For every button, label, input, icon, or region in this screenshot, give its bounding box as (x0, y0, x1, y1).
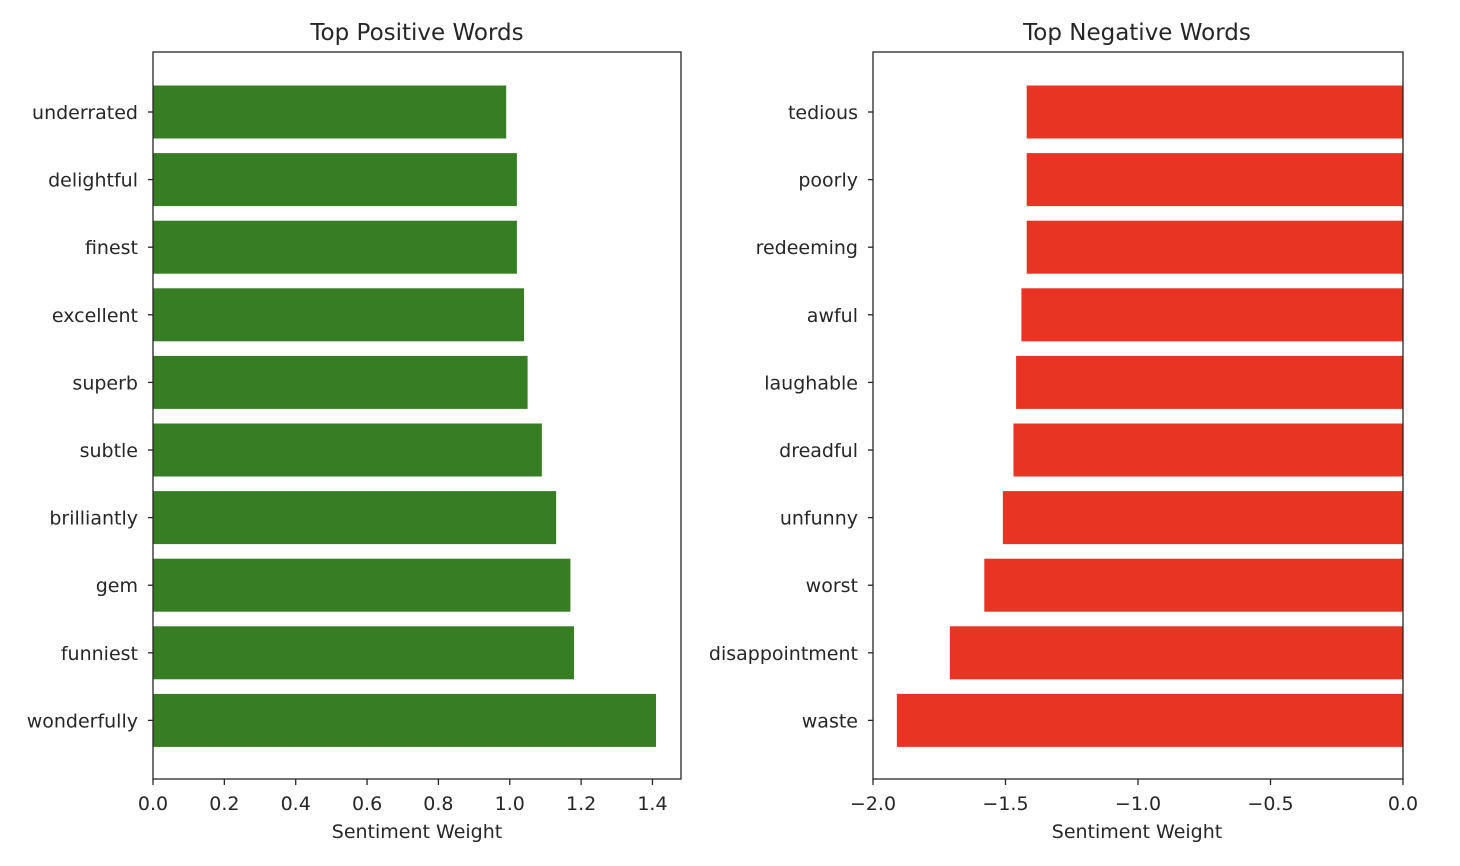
negative-y-tick-label: waste (802, 710, 858, 732)
negative-bar-disappointment (949, 626, 1403, 680)
positive-x-axis-label: Sentiment Weight (332, 821, 502, 843)
positive-x-tick-label: 0.4 (281, 793, 311, 815)
negative-x-axis-label: Sentiment Weight (1052, 821, 1222, 843)
negative-y-tick-label: laughable (764, 372, 858, 394)
negative-y-tick-label: redeeming (756, 237, 858, 259)
negative-y-tick-label: disappointment (709, 643, 858, 665)
positive-words-panel: Top Positive Words underrated delightful f… (27, 20, 682, 843)
positive-bar-brilliantly (153, 491, 557, 545)
negative-bar-worst (984, 558, 1403, 612)
positive-y-ticks: underrated delightful finest excellent super… (27, 102, 153, 732)
negative-bars (896, 85, 1403, 747)
negative-bar-dreadful (1013, 423, 1403, 477)
positive-x-tick-label: 0.0 (138, 793, 168, 815)
positive-bar-funniest (153, 626, 574, 680)
positive-y-tick-label: wonderfully (27, 710, 138, 732)
negative-y-tick-label: dreadful (779, 440, 858, 462)
negative-plot-frame (872, 51, 1404, 780)
positive-bar-wonderfully (153, 693, 657, 747)
positive-bar-gem (153, 558, 571, 612)
positive-bar-finest (153, 220, 517, 274)
negative-chart-title: Top Negative Words (1022, 20, 1251, 46)
positive-y-tick-label: finest (85, 237, 138, 259)
positive-x-tick-label: 0.2 (209, 793, 239, 815)
positive-bars (153, 85, 657, 747)
positive-x-tick-label: 0.8 (423, 793, 453, 815)
negative-bar-awful (1021, 288, 1403, 342)
positive-bar-superb (153, 355, 528, 409)
positive-x-tick-label: 1.4 (637, 793, 667, 815)
positive-y-tick-label: funniest (61, 643, 138, 665)
negative-bar-tedious (1026, 85, 1403, 139)
negative-x-tick-label: 0.0 (1388, 793, 1418, 815)
positive-bar-delightful (153, 153, 517, 207)
negative-bar-poorly (1026, 153, 1403, 207)
positive-chart-title: Top Positive Words (309, 20, 523, 46)
negative-bar-waste (896, 693, 1403, 747)
positive-x-tick-label: 1.0 (495, 793, 525, 815)
negative-bar-unfunny (1002, 491, 1403, 545)
positive-bar-subtle (153, 423, 542, 477)
negative-bar-redeeming (1026, 220, 1403, 274)
negative-y-tick-label: awful (807, 305, 858, 327)
positive-y-tick-label: brilliantly (49, 508, 138, 530)
positive-y-tick-label: delightful (48, 170, 138, 192)
negative-x-tick-label: −0.5 (1247, 793, 1293, 815)
positive-y-tick-label: subtle (80, 440, 138, 462)
positive-y-tick-label: gem (96, 575, 138, 597)
positive-y-tick-label: excellent (52, 305, 138, 327)
positive-bar-excellent (153, 288, 525, 342)
positive-bar-underrated (153, 85, 507, 139)
negative-y-tick-label: unfunny (780, 508, 858, 530)
negative-words-panel: Top Negative Words tedious poorly redeemin… (709, 20, 1418, 843)
positive-plot-frame (152, 51, 682, 780)
positive-x-tick-label: 0.6 (352, 793, 382, 815)
positive-y-tick-label: superb (72, 372, 138, 394)
negative-x-tick-label: −1.0 (1115, 793, 1161, 815)
positive-x-tick-label: 1.2 (566, 793, 596, 815)
negative-x-ticks: −2.0 −1.5 −1.0 −0.5 0.0 (850, 779, 1418, 815)
negative-x-tick-label: −1.5 (982, 793, 1028, 815)
negative-x-tick-label: −2.0 (850, 793, 896, 815)
negative-y-ticks: tedious poorly redeeming awful laughable drea… (709, 102, 873, 732)
positive-y-tick-label: underrated (32, 102, 138, 124)
negative-y-tick-label: poorly (798, 170, 858, 192)
negative-y-tick-label: tedious (788, 102, 858, 124)
negative-bar-laughable (1016, 355, 1403, 409)
negative-y-tick-label: worst (806, 575, 858, 597)
positive-x-ticks: 0.0 0.2 0.4 0.6 0.8 1.0 1.2 1.4 (138, 779, 668, 815)
